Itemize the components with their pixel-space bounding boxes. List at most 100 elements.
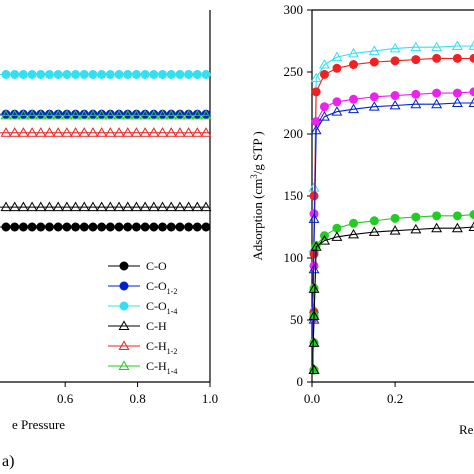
left-data-point — [123, 222, 133, 232]
right-data-point — [389, 99, 401, 110]
right-data-point — [310, 241, 322, 251]
left-data-point — [78, 109, 90, 120]
left-data-point — [17, 127, 29, 137]
left-data-point — [184, 69, 194, 79]
left-data-point — [183, 201, 195, 212]
left-data-point — [148, 127, 160, 137]
left-data-point — [183, 127, 195, 137]
right-data-point — [390, 91, 400, 101]
left-data-point — [174, 201, 186, 212]
right-data-point — [308, 364, 320, 374]
left-data-point — [166, 69, 176, 79]
left-data-point — [61, 109, 73, 120]
left-data-point — [0, 127, 12, 137]
right-series-5 — [309, 210, 474, 375]
figure-caption: a) — [2, 453, 14, 470]
right-data-point — [348, 103, 360, 114]
right-data-point — [411, 212, 421, 222]
left-data-point — [62, 69, 72, 79]
right-y-tick-label: 200 — [284, 126, 304, 141]
legend-marker — [119, 261, 129, 271]
right-y-tick-label: 50 — [290, 312, 303, 327]
right-data-point — [468, 40, 474, 50]
left-data-point — [122, 127, 134, 137]
left-data-point — [0, 109, 12, 120]
right-data-point — [318, 111, 330, 121]
right-data-point — [469, 87, 474, 97]
left-data-point — [52, 127, 64, 137]
right-data-point — [369, 216, 379, 226]
left-data-point — [191, 109, 203, 120]
left-data-point — [130, 109, 142, 120]
left-data-point — [52, 201, 64, 212]
right-data-point — [331, 106, 343, 116]
left-data-point — [96, 201, 108, 212]
left-data-point — [17, 201, 29, 212]
legend-marker — [118, 320, 130, 330]
left-data-point — [62, 222, 72, 232]
left-data-point — [174, 127, 186, 137]
left-data-point — [165, 109, 177, 120]
left-data-point — [44, 222, 54, 232]
left-data-point — [174, 109, 186, 120]
left-data-point — [139, 109, 151, 120]
left-data-point — [35, 127, 47, 137]
left-data-point — [122, 201, 134, 212]
right-data-point — [308, 310, 320, 320]
right-data-point — [311, 87, 321, 97]
right-data-point — [349, 60, 359, 70]
left-data-point — [0, 201, 12, 212]
left-data-point — [166, 222, 176, 232]
right-data-point — [451, 222, 463, 233]
left-series-4 — [0, 201, 212, 212]
right-data-point — [308, 213, 320, 223]
left-data-point — [131, 69, 141, 79]
left-data-point — [149, 69, 159, 79]
left-data-point — [201, 222, 211, 232]
left-data-point — [175, 222, 185, 232]
right-data-point — [310, 72, 322, 83]
left-data-point — [122, 109, 134, 120]
left-data-point — [140, 69, 150, 79]
right-data-point — [332, 223, 342, 233]
left-data-point — [192, 222, 202, 232]
left-data-point — [201, 69, 211, 79]
left-data-point — [113, 201, 125, 212]
left-data-point — [88, 69, 98, 79]
right-x-axis-label: Re — [459, 422, 474, 437]
left-data-point — [97, 69, 107, 79]
left-series-3 — [0, 69, 211, 79]
left-data-point — [104, 201, 116, 212]
right-y-axis-label: Adsorption (cm3/g STP ) — [249, 131, 265, 260]
left-data-point — [96, 127, 108, 137]
left-data-point — [79, 69, 89, 79]
right-data-point — [410, 98, 422, 109]
right-series-line — [312, 102, 474, 375]
left-data-point — [26, 201, 38, 212]
right-data-point — [369, 92, 379, 102]
right-data-point — [318, 58, 330, 69]
left-data-point — [165, 201, 177, 212]
left-data-point — [165, 127, 177, 137]
right-data-point — [432, 53, 442, 63]
right-data-point — [410, 223, 422, 234]
left-data-point — [200, 201, 212, 212]
left-data-point — [61, 127, 73, 137]
left-data-point — [192, 69, 202, 79]
right-data-point — [411, 89, 421, 99]
left-data-point — [53, 222, 63, 232]
left-data-point — [139, 201, 151, 212]
left-data-point — [87, 127, 99, 137]
left-data-point — [104, 127, 116, 137]
left-data-point — [17, 109, 29, 120]
right-data-point — [469, 210, 474, 220]
right-series-4 — [308, 97, 474, 375]
right-data-point — [308, 337, 320, 347]
left-data-point — [70, 201, 82, 212]
left-data-point — [184, 222, 194, 232]
left-x-axis-label: e Pressure — [12, 417, 65, 432]
right-data-point — [368, 101, 380, 111]
left-data-point — [1, 222, 11, 232]
legend-label: C-O — [146, 259, 167, 273]
left-x-tick-label: 1.0 — [202, 391, 218, 406]
